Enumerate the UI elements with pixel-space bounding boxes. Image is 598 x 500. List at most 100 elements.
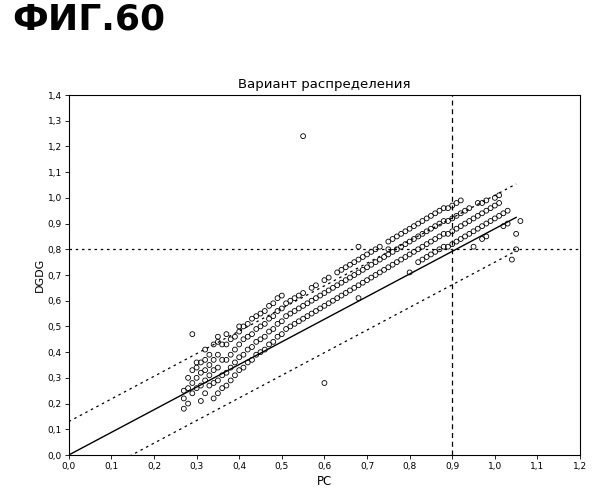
Point	[367, 248, 376, 256]
Point	[396, 230, 406, 238]
Point	[226, 350, 236, 358]
Point	[473, 224, 483, 232]
Point	[409, 248, 419, 256]
Point	[217, 384, 227, 392]
Point	[298, 302, 308, 310]
Point	[358, 266, 368, 274]
Point	[388, 235, 397, 243]
Point	[481, 220, 491, 228]
Point	[413, 232, 423, 240]
Point	[511, 246, 521, 254]
Point	[515, 217, 525, 225]
Point	[481, 196, 491, 204]
Point	[341, 276, 350, 284]
Point	[337, 292, 346, 300]
Point	[388, 248, 397, 256]
Point	[192, 374, 202, 382]
Point	[324, 286, 334, 294]
Point	[495, 212, 504, 220]
Point	[481, 206, 491, 214]
Point	[277, 318, 286, 326]
Point	[269, 338, 278, 346]
Point	[183, 400, 193, 407]
Point	[324, 300, 334, 308]
Point	[230, 332, 240, 340]
Point	[417, 242, 427, 250]
Point	[447, 202, 457, 209]
Point	[353, 256, 363, 264]
Point	[188, 366, 197, 374]
Point	[422, 240, 431, 248]
Point	[286, 322, 295, 330]
Point	[239, 350, 248, 358]
Point	[422, 228, 431, 235]
Point	[332, 282, 342, 290]
Point	[205, 350, 214, 358]
Point	[281, 300, 291, 308]
Point	[205, 372, 214, 380]
Point	[451, 212, 461, 220]
Point	[447, 214, 457, 222]
Point	[234, 340, 244, 348]
Point	[383, 238, 393, 246]
Point	[409, 222, 419, 230]
Point	[486, 217, 495, 225]
Point	[298, 132, 308, 140]
Point	[294, 318, 304, 326]
Point	[439, 230, 448, 238]
Point	[192, 384, 202, 392]
Point	[307, 310, 316, 318]
Point	[311, 307, 321, 315]
Point	[405, 268, 414, 276]
Point	[286, 310, 295, 318]
Point	[281, 325, 291, 333]
Point	[247, 330, 257, 338]
Point	[273, 332, 282, 340]
Point	[222, 330, 231, 338]
Point	[328, 284, 338, 292]
Point	[247, 343, 257, 351]
Point	[226, 336, 236, 344]
Point	[495, 192, 504, 200]
Point	[439, 204, 448, 212]
Point	[290, 307, 300, 315]
Point	[456, 196, 465, 204]
Point	[473, 199, 483, 207]
Point	[371, 258, 380, 266]
Point	[447, 228, 457, 235]
Point	[439, 242, 448, 250]
Point	[311, 294, 321, 302]
Point	[234, 322, 244, 330]
Point	[319, 379, 329, 387]
Point	[251, 325, 261, 333]
Point	[435, 206, 444, 214]
Point	[422, 214, 431, 222]
Point	[303, 312, 312, 320]
Point	[353, 282, 363, 290]
Point	[435, 232, 444, 240]
Point	[277, 292, 286, 300]
Point	[273, 294, 282, 302]
Point	[256, 348, 266, 356]
Point	[469, 214, 478, 222]
Point	[392, 258, 402, 266]
Point	[234, 328, 244, 336]
Point	[401, 228, 410, 235]
Point	[213, 332, 222, 340]
Point	[209, 379, 218, 387]
Point	[353, 294, 363, 302]
Point	[401, 240, 410, 248]
Point	[222, 356, 231, 364]
Point	[383, 250, 393, 258]
Point	[417, 256, 427, 264]
Point	[358, 278, 368, 286]
Point	[230, 346, 240, 354]
Point	[362, 276, 372, 284]
Point	[226, 376, 236, 384]
Point	[277, 330, 286, 338]
Point	[431, 235, 440, 243]
Point	[209, 366, 218, 374]
Point	[217, 372, 227, 380]
Point	[290, 320, 300, 328]
Point	[431, 210, 440, 218]
